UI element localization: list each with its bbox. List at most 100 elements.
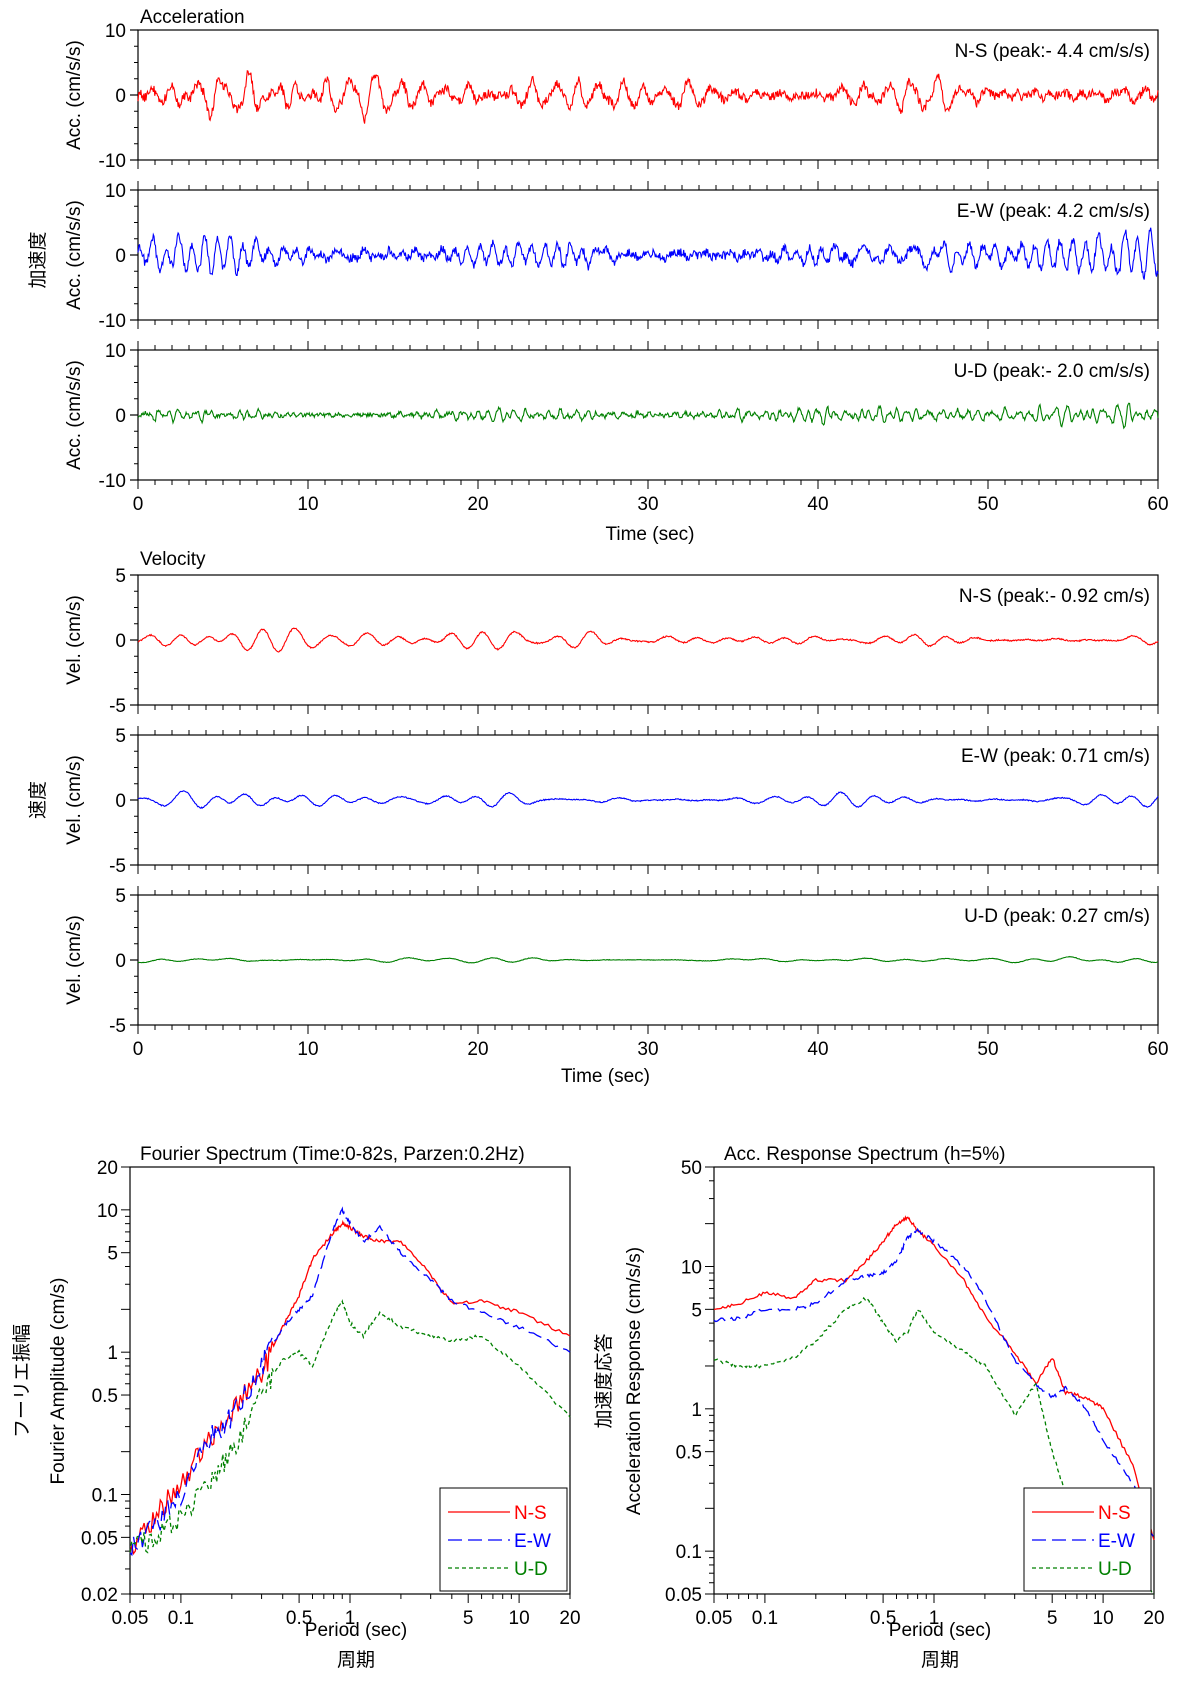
legend: N-S E-W U-D [439, 1487, 568, 1592]
y-tick-label: 0.1 [676, 1542, 702, 1563]
y-axis-label: Acc. (cm/s/s) [64, 360, 85, 470]
velocity-chart-group: Velocity 速度 Time (sec) Vel. (cm/s) N-S (… [27, 549, 1169, 1087]
acceleration-x-axis-label: Time (sec) [605, 524, 694, 545]
x-tick-label: 1 [929, 1608, 940, 1629]
y-tick-label: 5 [115, 566, 126, 587]
axis-ticks: -5 0 5 [109, 566, 1159, 717]
chart-title: Fourier Spectrum (Time:0-82s, Parzen:0.2… [140, 1144, 525, 1165]
ud-trace [137, 955, 1158, 964]
y-axis-label-ja: フーリエ振幅 [11, 1324, 33, 1438]
y-axis-label: Vel. (cm/s) [64, 915, 85, 1005]
y-tick-label: 5 [107, 1244, 118, 1265]
x-tick-label: 20 [467, 494, 488, 515]
y-tick-label: 1 [691, 1400, 702, 1421]
x-tick-label: 0.05 [112, 1608, 149, 1629]
y-tick-label: 20 [97, 1158, 118, 1179]
y-tick-label: 0 [115, 631, 126, 652]
legend-label: U-D [1098, 1559, 1132, 1580]
x-tick-label: 20 [559, 1608, 580, 1629]
series-e-w-line [129, 1206, 571, 1557]
velocity-title: Velocity [140, 549, 206, 570]
y-axis-label: Acceleration Response (cm/s/s) [624, 1247, 645, 1515]
series-u-d-line [129, 1299, 571, 1554]
y-tick-label: -5 [109, 856, 126, 877]
x-tick-label: 0.5 [286, 1608, 312, 1629]
acc-response-spectrum-chart: Acc. Response Spectrum (h=5%) Accelerati… [593, 1144, 1165, 1671]
y-tick-label: 10 [105, 21, 126, 42]
x-axis-label-ja: 周期 [337, 1649, 375, 1671]
x-tick-label: 60 [1147, 494, 1168, 515]
legend: N-S E-W U-D [1023, 1487, 1152, 1592]
acceleration-chart-group: Acceleration 加速度 Time (sec) Acc. (cm/s/s… [27, 7, 1169, 545]
legend-label: E-W [1098, 1531, 1135, 1552]
chart-title: Acc. Response Spectrum (h=5%) [724, 1144, 1005, 1165]
x-tick-label: 0.05 [696, 1608, 733, 1629]
x-tick-label: 40 [807, 1039, 828, 1060]
y-tick-label: 50 [681, 1158, 702, 1179]
y-tick-label: 10 [97, 1201, 118, 1222]
y-tick-label: 0.05 [665, 1585, 702, 1606]
x-tick-label: 50 [977, 494, 998, 515]
velocity-group-label: 速度 [27, 781, 49, 819]
x-tick-label: 1 [345, 1608, 356, 1629]
y-tick-label: 5 [691, 1300, 702, 1321]
axis-ticks: -10 0 10 0 10 20 30 40 50 60 [99, 341, 1169, 515]
series-e-w-line [713, 1227, 1155, 1541]
acceleration-panel-ud: Acc. (cm/s/s) U-D (peak:- 2.0 cm/s/s) -1… [64, 341, 1169, 515]
y-tick-label: -5 [109, 1016, 126, 1037]
x-tick-label: 0 [133, 494, 144, 515]
y-axis-label-ja: 加速度応答 [593, 1333, 615, 1428]
y-tick-label: 0.1 [92, 1486, 118, 1507]
x-tick-label: 30 [637, 494, 658, 515]
axis-ticks: -5 0 5 [109, 726, 1159, 877]
axis-ticks: -10 0 10 [99, 21, 1159, 172]
y-tick-label: 1 [107, 1343, 118, 1364]
y-tick-label: 10 [105, 341, 126, 362]
ew-trace [137, 227, 1159, 280]
x-tick-label: 5 [1047, 1608, 1058, 1629]
panel-label: N-S (peak:- 4.4 cm/s/s) [955, 41, 1150, 62]
x-tick-label: 0.5 [870, 1608, 896, 1629]
y-tick-label: 10 [105, 181, 126, 202]
panel-label: E-W (peak: 4.2 cm/s/s) [957, 201, 1150, 222]
x-tick-label: 10 [1093, 1608, 1114, 1629]
velocity-x-axis-label: Time (sec) [561, 1066, 650, 1087]
velocity-panel-ns: Vel. (cm/s) N-S (peak:- 0.92 cm/s) -5 0 5 [64, 566, 1159, 717]
y-tick-label: 0 [115, 406, 126, 427]
y-tick-label: 0 [115, 86, 126, 107]
legend-label: N-S [1098, 1503, 1131, 1524]
y-tick-label: -10 [99, 471, 126, 492]
x-axis-label-ja: 周期 [921, 1649, 959, 1671]
y-tick-label: 10 [681, 1257, 702, 1278]
panel-label: U-D (peak:- 2.0 cm/s/s) [954, 361, 1150, 382]
panel-label: E-W (peak: 0.71 cm/s) [961, 746, 1150, 767]
x-tick-label: 10 [297, 1039, 318, 1060]
x-tick-label: 0.1 [168, 1608, 194, 1629]
x-tick-label: 50 [977, 1039, 998, 1060]
y-tick-label: 0.5 [676, 1443, 702, 1464]
y-tick-label: -5 [109, 696, 126, 717]
x-tick-label: 40 [807, 494, 828, 515]
y-tick-label: -10 [99, 151, 126, 172]
y-axis-label: Vel. (cm/s) [64, 595, 85, 685]
x-tick-label: 0.1 [752, 1608, 778, 1629]
y-tick-label: 5 [115, 886, 126, 907]
y-tick-label: 5 [115, 726, 126, 747]
y-axis-label: Acc. (cm/s/s) [64, 200, 85, 310]
y-tick-label: 0 [115, 246, 126, 267]
ns-trace [137, 627, 1159, 653]
velocity-panel-ew: Vel. (cm/s) E-W (peak: 0.71 cm/s) -5 0 5 [64, 726, 1159, 877]
acceleration-panel-ns: Acc. (cm/s/s) N-S (peak:- 4.4 cm/s/s) -1… [64, 21, 1159, 172]
acceleration-title: Acceleration [140, 7, 245, 28]
y-tick-label: -10 [99, 311, 126, 332]
y-axis-label: Fourier Amplitude (cm/s) [48, 1278, 69, 1485]
y-axis-label: Vel. (cm/s) [64, 755, 85, 845]
y-tick-label: 0.5 [92, 1386, 118, 1407]
x-tick-label: 30 [637, 1039, 658, 1060]
y-tick-label: 0.05 [81, 1528, 118, 1549]
ew-trace [137, 790, 1159, 810]
